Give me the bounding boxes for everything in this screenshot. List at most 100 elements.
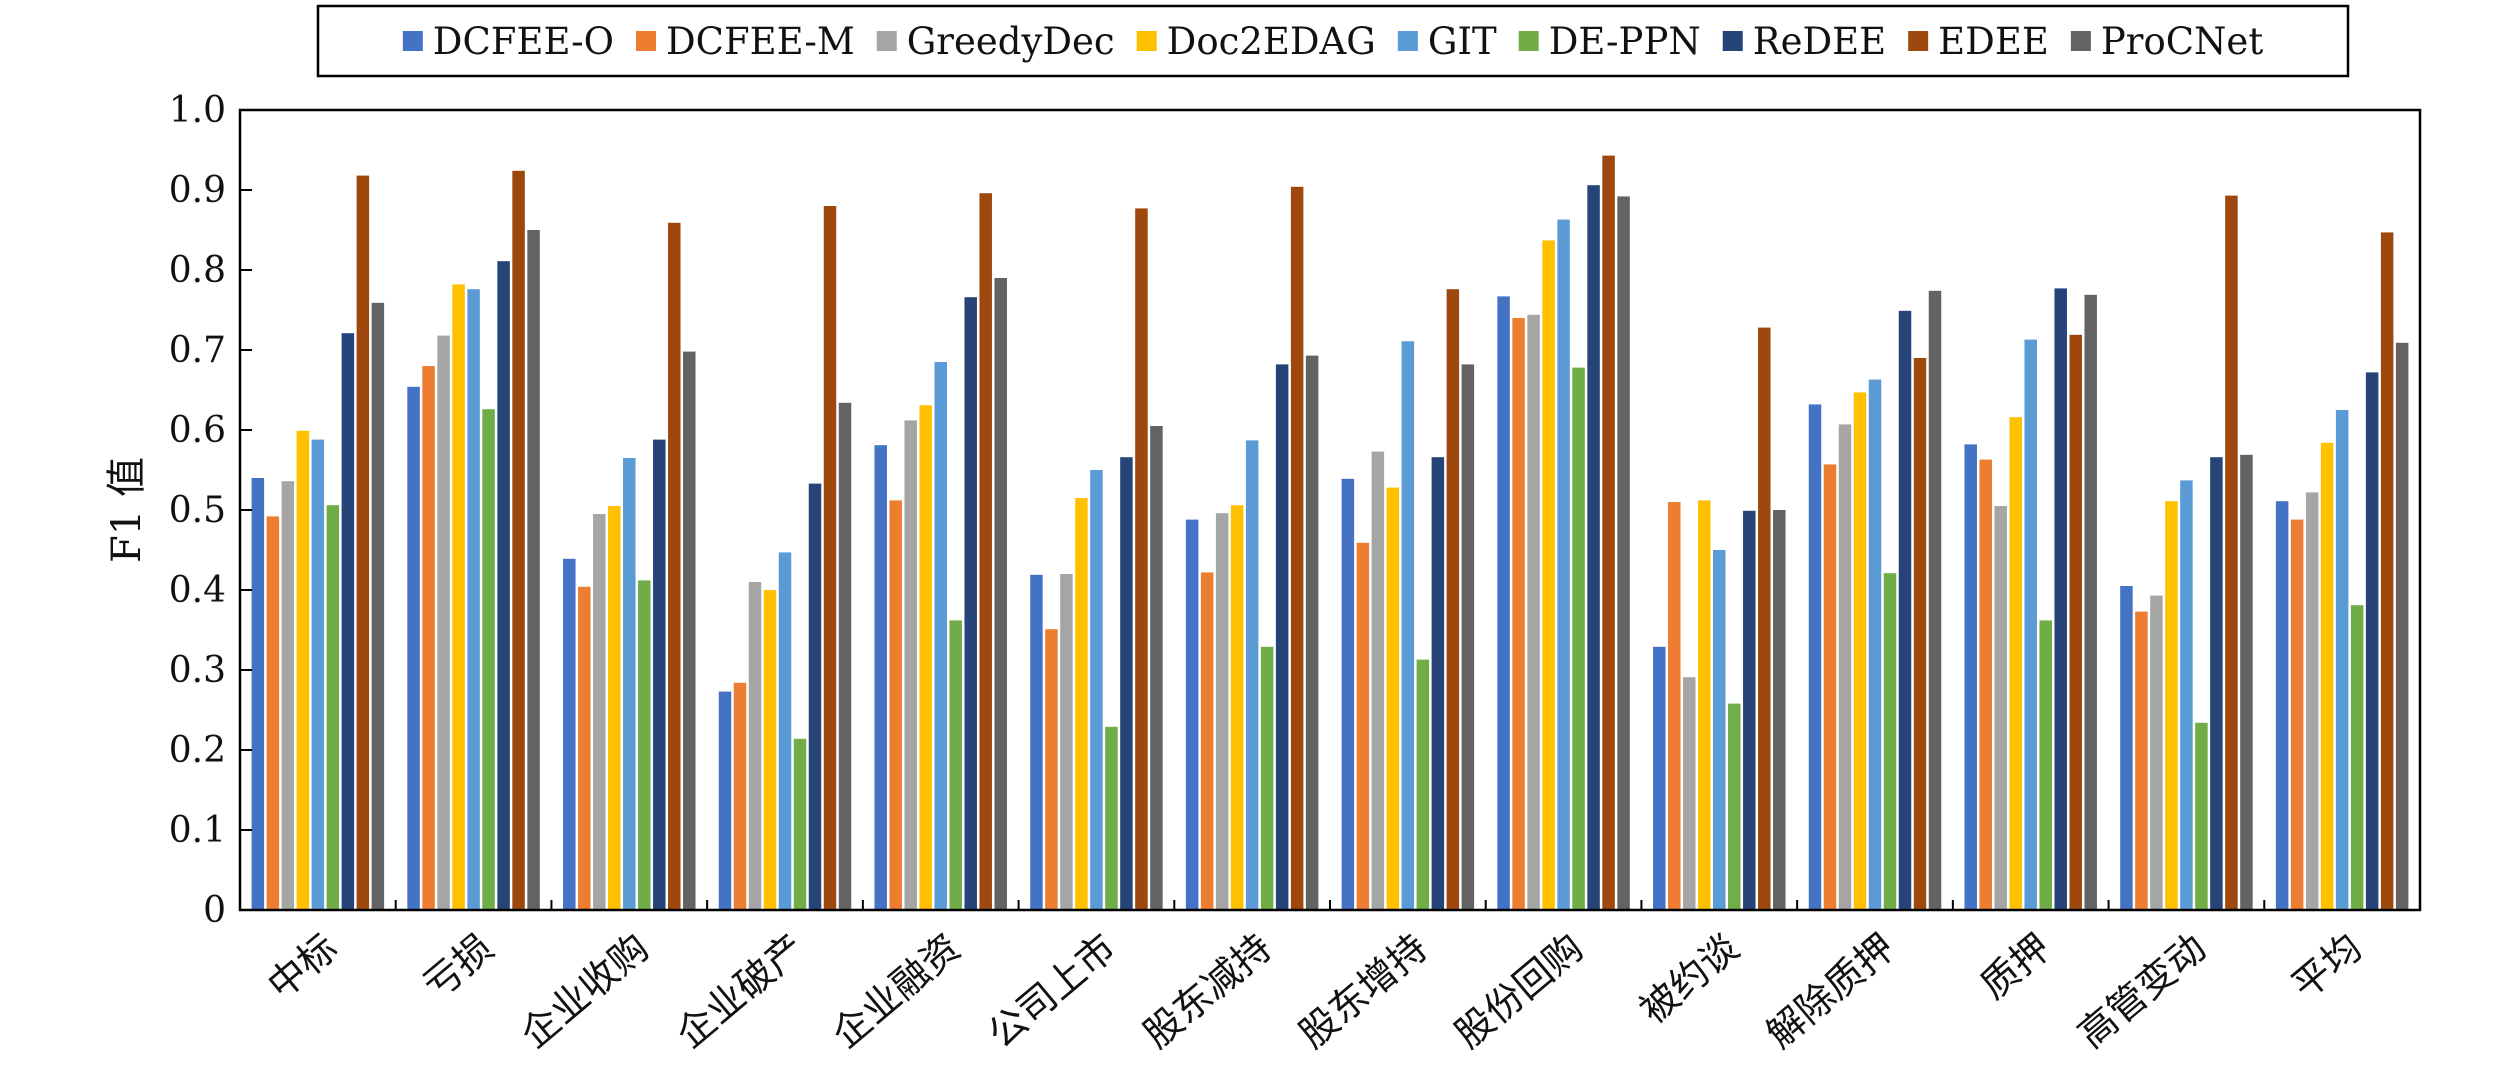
bar-dcfee-o xyxy=(563,558,576,910)
x-tick-label: 企业破产 xyxy=(668,925,813,1056)
x-tick-label: 平均 xyxy=(2283,925,2370,1008)
bar-git xyxy=(311,439,325,910)
bar-git xyxy=(623,458,636,910)
y-tick-label: 0.5 xyxy=(169,490,226,531)
x-tick-label: 企业融资 xyxy=(824,925,969,1056)
bar-redee xyxy=(2365,372,2379,910)
bar-greedydec xyxy=(1060,574,1073,910)
bar-dcfee-o xyxy=(874,445,887,910)
bar-dcfee-o xyxy=(718,691,732,910)
bar-dcfee-m xyxy=(2135,611,2148,910)
bar-redee xyxy=(2054,288,2067,910)
y-axis-title: F1 值 xyxy=(104,457,150,563)
legend-label: GIT xyxy=(1428,20,1497,63)
bar-procnet xyxy=(683,351,696,911)
bar-dcfee-m xyxy=(1356,542,1370,910)
bar-redee xyxy=(1275,364,1289,910)
bar-doc2edag xyxy=(452,284,465,910)
x-tick-label: 亏损 xyxy=(415,925,502,1008)
legend-swatch xyxy=(402,31,423,51)
bar-de-ppn xyxy=(638,580,651,910)
bar-procnet xyxy=(371,302,385,910)
bar-doc2edag xyxy=(1698,500,1711,910)
bar-git xyxy=(1090,470,1103,910)
legend-label: DCFEE-M xyxy=(666,20,855,63)
y-tick-label: 0.1 xyxy=(169,810,226,851)
bar-redee xyxy=(1587,185,1600,910)
bar-de-ppn xyxy=(2039,620,2052,910)
y-tick-label: 0.6 xyxy=(169,410,226,451)
bar-greedydec xyxy=(1838,424,1852,910)
bar-git xyxy=(2180,480,2193,910)
legend-swatch xyxy=(1397,31,1418,51)
bar-edee xyxy=(1602,155,1615,911)
bar-de-ppn xyxy=(482,409,495,910)
x-tick-label: 股东减持 xyxy=(1135,925,1280,1056)
bar-doc2edag xyxy=(1230,505,1244,910)
legend-label: EDEE xyxy=(1938,20,2049,63)
y-tick-label: 1.0 xyxy=(169,90,226,131)
bar-doc2edag xyxy=(608,506,621,910)
bar-procnet xyxy=(1461,364,1475,910)
bar-greedydec xyxy=(748,582,762,910)
bar-edee xyxy=(668,222,681,911)
bar-redee xyxy=(1120,457,1133,910)
bar-redee xyxy=(653,439,666,910)
bar-dcfee-m xyxy=(266,516,280,910)
bar-greedydec xyxy=(1527,314,1540,910)
bar-dcfee-o xyxy=(1808,404,1822,910)
x-axis: 中标 亏损 企业收购 企业破产 企业融资 公司上市 股东减持 股东增持 股份回购 被约谈 解除质押质… xyxy=(239,900,2370,1057)
x-tick-label: 被约谈 xyxy=(1631,925,1747,1032)
legend-label: DE-PPN xyxy=(1549,20,1701,63)
y-tick-label: 0.7 xyxy=(169,330,226,371)
bar-greedydec xyxy=(1683,677,1696,910)
bar-dcfee-o xyxy=(2275,501,2289,910)
bar-git xyxy=(1245,440,1259,910)
bar-de-ppn xyxy=(1105,726,1118,910)
bar-de-ppn xyxy=(1728,703,1741,910)
bar-doc2edag xyxy=(1542,240,1555,910)
bar-greedydec xyxy=(2305,492,2319,910)
y-tick-label: 0.2 xyxy=(169,730,226,771)
bar-doc2edag xyxy=(1386,487,1400,910)
bar-redee xyxy=(341,333,355,910)
bar-dcfee-o xyxy=(407,386,420,910)
bar-doc2edag xyxy=(1853,392,1867,910)
y-tick-label: 0 xyxy=(203,890,226,931)
bar-de-ppn xyxy=(1416,659,1430,910)
bar-doc2edag xyxy=(2320,442,2334,910)
bar-doc2edag xyxy=(763,590,777,910)
x-tick-label: 高管变动 xyxy=(2069,925,2214,1056)
bar-redee xyxy=(497,261,510,910)
bar-de-ppn xyxy=(793,738,807,910)
bar-git xyxy=(1557,219,1570,911)
x-tick-label: 股份回购 xyxy=(1447,925,1592,1056)
bar-dcfee-o xyxy=(1341,478,1355,910)
bar-edee xyxy=(2225,195,2238,911)
bar-dcfee-m xyxy=(1045,629,1058,910)
bar-doc2edag xyxy=(2009,417,2022,910)
bar-de-ppn xyxy=(1260,646,1274,910)
x-tick-label: 企业收购 xyxy=(512,925,657,1056)
bar-edee xyxy=(1913,358,1927,910)
bar-git xyxy=(2024,339,2037,911)
bar-edee xyxy=(356,175,370,911)
bar-dcfee-m xyxy=(1823,464,1837,910)
y-tick-label: 0.4 xyxy=(169,570,226,611)
bar-dcfee-o xyxy=(1030,574,1043,910)
bar-de-ppn xyxy=(2195,722,2208,910)
bar-doc2edag xyxy=(919,405,932,910)
y-tick-label: 0.3 xyxy=(169,650,226,691)
bar-dcfee-m xyxy=(422,366,435,910)
bar-greedydec xyxy=(281,481,295,910)
bar-dcfee-o xyxy=(1653,646,1666,910)
bar-dcfee-o xyxy=(1185,519,1199,910)
bar-dcfee-o xyxy=(1497,296,1510,910)
legend-swatch xyxy=(876,31,897,51)
bar-procnet xyxy=(1150,426,1163,910)
legend-swatch xyxy=(1136,31,1157,51)
bar-redee xyxy=(964,297,977,910)
x-tick-label: 公司上市 xyxy=(979,925,1124,1056)
bar-de-ppn xyxy=(2350,605,2364,910)
